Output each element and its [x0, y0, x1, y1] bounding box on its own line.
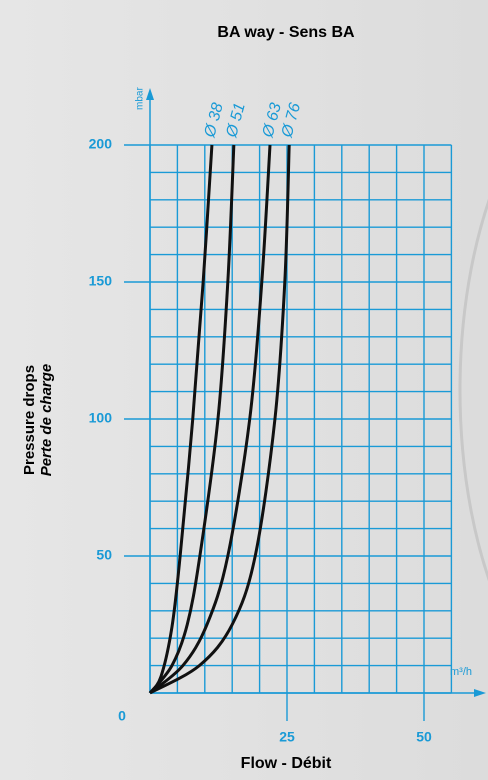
x-tick-label: 25 [279, 729, 295, 745]
y-tick-label: 50 [96, 547, 112, 563]
x-unit: m³/h [450, 666, 472, 678]
x-axis-arrow [474, 689, 486, 697]
x-label: Flow - Débit [241, 755, 332, 772]
curve [149, 144, 272, 695]
y-tick-label: 150 [89, 273, 113, 289]
x-tick-label: 50 [416, 729, 432, 745]
decor [458, 198, 488, 582]
y-label-fr: Perte de charge [38, 364, 55, 477]
curve [148, 144, 214, 694]
chart-title: BA way - Sens BA [217, 24, 355, 41]
y-tick-label: 0 [118, 708, 126, 724]
y-tick-label: 200 [89, 136, 113, 152]
y-tick-label: 100 [89, 410, 113, 426]
y-label: Pressure drops [21, 365, 38, 475]
y-axis-arrow [146, 88, 154, 100]
curve [148, 144, 236, 694]
series-label: Ø 51 [223, 101, 249, 140]
curve [149, 144, 291, 695]
y-unit: mbar [135, 87, 146, 110]
